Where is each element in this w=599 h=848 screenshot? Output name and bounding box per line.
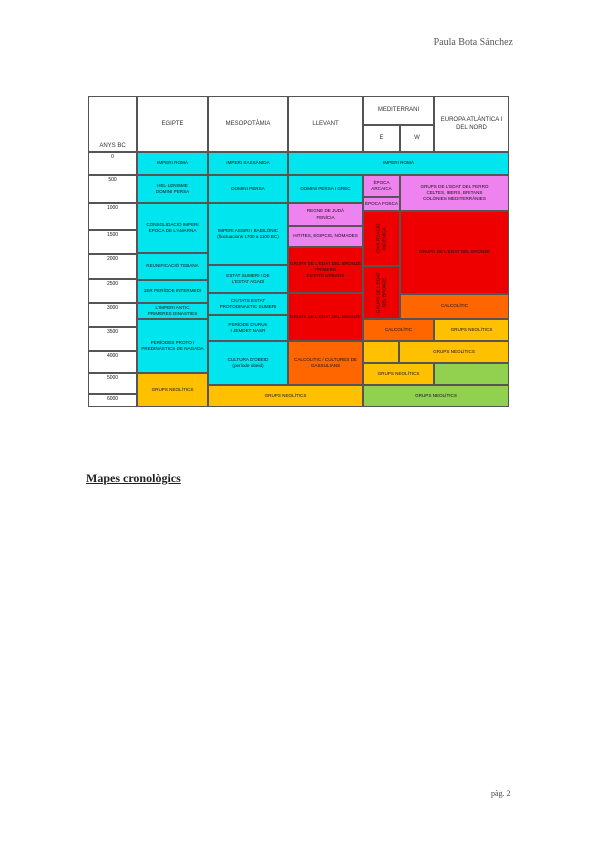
year-label: 2500 [88, 279, 137, 303]
cell-meso-persa: DOMINI PERSA [208, 175, 288, 203]
cell-europa-green-filler [434, 363, 509, 385]
cell-europa-bronze: GRUPS DE L'EDAT DEL BRONZE [400, 211, 509, 294]
author-name: Paula Bota Sánchez [433, 37, 513, 48]
cell-llevant-bronze: GRUPS DE L'EDAT DEL BRONZE [288, 293, 363, 341]
cell-epoca-fosca: ÈPOCA FOSCA [363, 197, 400, 211]
cell-egipte-amarna: CONSOLIDACIÓ IMPERI ÈPOCA DE L'AMARNA [137, 203, 208, 253]
cell-europa-neolitic-1: GRUPS NEOLÍTICS [434, 319, 509, 341]
cell-meso-protodinastic: CIUTATS ESTAT PROTODINASTIC SUMERI [208, 293, 288, 315]
cell-meso-sumeri: ESTAT SUMERI I DE L'ESTAT AGADÍ [208, 265, 288, 293]
cell-europa-calcolitic: CALCOLÍTIC [400, 294, 509, 319]
cell-med-orange-filler [363, 341, 399, 363]
cell-europa-neolitic-2: GRUPS NEOLÍTICS [399, 341, 509, 363]
year-label: 2000 [88, 254, 137, 279]
corner-label: ANYS BC [88, 96, 137, 152]
cell-egipte-imperi-antic: L'IMPERI ANTIC PRIMERES DINASTIES [137, 303, 208, 319]
cell-llevant-juda: REGNE DE JUDÀ FENÍCIA [288, 203, 363, 226]
page-number: pàg. 2 [491, 789, 511, 798]
cell-llevant-calcolitic: CALCOLÍTIC / CULTURES DE GASSULIANS [288, 341, 363, 385]
year-label: 1500 [88, 230, 137, 254]
header-east: E [363, 125, 400, 152]
cell-europa-neolitic-green: GRUPS NEOLÍTICS [363, 385, 509, 407]
cell-med-neolitic: GRUPS NEOLÍTICS [363, 363, 434, 385]
cell-egipte-roma: IMPERI ROMÀ [137, 152, 208, 175]
cell-meso-obeid: CULTURA D'OBEID (període obeid) [208, 341, 288, 385]
cell-llevant-persa-grec: DOMINI PERSA I GREC [288, 175, 363, 203]
cell-egipte-reunificacio: REUNIFICACIÓ TEBANA [137, 253, 208, 280]
cell-meso-sassanida: IMPERI SASSÀNIDA [208, 152, 288, 175]
year-label: 3500 [88, 327, 137, 351]
cell-llevant-estats-urbans: GRUPS DE L'EDAT DEL BRONZE PRIMERS ESTAT… [288, 247, 363, 293]
cell-egipte-nagada: PERÍODES PROTO I PREDINÀSTICS DE NAGADA [137, 319, 208, 373]
cell-meso-assiri: IMPERI ASSIRI I BABILÒNIC (fluctuacions … [208, 203, 288, 265]
header-west: W [400, 125, 434, 152]
header-egipte: EGIPTE [137, 96, 208, 152]
cell-med-calcolitic: CALCOLÍTIC [363, 319, 434, 341]
year-label: 1000 [88, 203, 137, 230]
header-llevant: LLEVANT [288, 96, 363, 152]
header-mediterrani: MEDITERRANI [363, 96, 434, 125]
cell-meso-llevant-neolitic: GRUPS NEOLÍTICS [208, 385, 363, 407]
header-mesopotamia: MESOPOTÀMIA [208, 96, 288, 152]
header-europa: EUROPA ATLÀNTICA I DEL NORD [434, 96, 509, 152]
cell-micenica: CIVILITZACIÓ MICÈNICA [363, 211, 400, 266]
year-label: 4000 [88, 351, 137, 373]
year-label: 5000 [88, 373, 137, 394]
cell-egipte-1er-periode: 1ER PERÍODE INTERMEDI [137, 280, 208, 303]
cell-llevant-hitites: HITITES, EGIPCIS, NÒMADES [288, 226, 363, 247]
cell-egipte-hellenisme: HEL·LENISME DOMINI PERSA [137, 175, 208, 203]
section-title: Mapes cronològics [86, 471, 181, 485]
cell-egipte-neolitic: GRUPS NEOLÍTICS [137, 373, 208, 407]
year-label: 0 [88, 152, 137, 175]
year-label: 3000 [88, 303, 137, 327]
cell-epoca-arcaica: ÈPOCA ARCAICA [363, 175, 400, 197]
cell-med-bronze-vertical: GRUPS DE L'EDAT DEL BRONZE [363, 266, 400, 319]
cell-imperi-roma: IMPERI ROMÀ [288, 152, 509, 175]
year-label: 500 [88, 175, 137, 203]
cell-meso-uruk: PERÍODE D'URUK I JEMDET NASR [208, 315, 288, 341]
year-label: 6000 [88, 394, 137, 407]
chronology-table: ANYS BC EGIPTE MESOPOTÀMIA LLEVANT MEDIT… [88, 96, 509, 407]
cell-edat-ferro: GRUPS DE L'EDAT DEL FERRO CELTES, IBERS,… [400, 175, 509, 211]
